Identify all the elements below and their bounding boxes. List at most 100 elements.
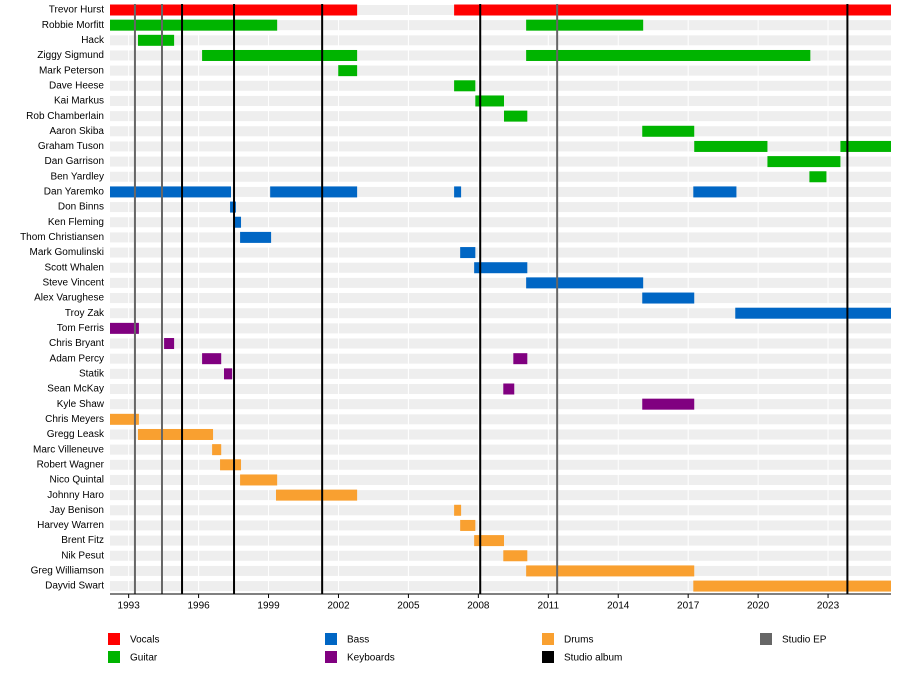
member-name: Gregg Leask bbox=[47, 429, 105, 440]
tenure-bar bbox=[338, 65, 358, 77]
member-name: Tom Ferris bbox=[57, 323, 104, 334]
tenure-bar bbox=[137, 34, 175, 46]
x-tick-label: 2011 bbox=[538, 601, 560, 612]
tenure-bar bbox=[503, 550, 528, 562]
tenure-bar bbox=[240, 474, 278, 486]
row-band bbox=[110, 293, 891, 304]
tenure-bar bbox=[224, 368, 233, 380]
tenure-bar bbox=[694, 140, 768, 152]
x-tick-label: 1999 bbox=[257, 601, 280, 612]
tenure-bar bbox=[110, 322, 139, 334]
member-name: Graham Tuson bbox=[38, 141, 104, 152]
member-name: Greg Williamson bbox=[31, 566, 104, 577]
x-tick-label: 1996 bbox=[187, 601, 210, 612]
tenure-bar bbox=[642, 292, 695, 304]
row-band bbox=[110, 126, 891, 137]
legend-swatch bbox=[325, 651, 337, 663]
member-name: Mark Peterson bbox=[39, 65, 104, 76]
member-name: Trevor Hurst bbox=[49, 5, 104, 16]
member-name: Harvey Warren bbox=[37, 520, 104, 531]
member-name: Statik bbox=[79, 368, 105, 379]
member-name: Ziggy Sigmund bbox=[37, 50, 104, 61]
tenure-bar bbox=[840, 140, 891, 152]
member-name: Jay Benison bbox=[50, 505, 104, 516]
tenure-bar bbox=[110, 186, 231, 198]
tenure-bar bbox=[767, 156, 841, 168]
row-band bbox=[110, 565, 891, 576]
member-name: Sean McKay bbox=[47, 384, 104, 395]
tenure-bar bbox=[735, 307, 891, 319]
tenure-bar bbox=[275, 489, 358, 501]
member-name: Troy Zak bbox=[65, 308, 105, 319]
legend-swatch bbox=[325, 633, 337, 645]
legend-label: Keyboards bbox=[347, 653, 395, 664]
tenure-bar bbox=[202, 49, 358, 61]
tenure-bar bbox=[240, 231, 272, 243]
tenure-bar bbox=[110, 19, 278, 31]
legend-swatch bbox=[760, 633, 772, 645]
member-name: Robbie Morfitt bbox=[42, 20, 104, 31]
member-name: Nico Quintal bbox=[50, 475, 104, 486]
tenure-bar bbox=[693, 580, 891, 592]
tenure-bar bbox=[270, 186, 358, 198]
legend-label: Vocals bbox=[130, 635, 159, 646]
row-band bbox=[110, 156, 891, 167]
member-name: Robert Wagner bbox=[37, 459, 105, 470]
x-tick-label: 1993 bbox=[118, 601, 141, 612]
member-name: Don Binns bbox=[58, 202, 104, 213]
tenure-bar bbox=[454, 186, 462, 198]
tenure-bar bbox=[110, 413, 139, 425]
member-name: Marc Villeneuve bbox=[33, 444, 104, 455]
row-band bbox=[110, 65, 891, 76]
member-name: Alex Varughese bbox=[34, 293, 104, 304]
tenure-bar bbox=[526, 49, 811, 61]
tenure-bar bbox=[454, 504, 462, 516]
row-band bbox=[110, 459, 891, 470]
legend-label: Drums bbox=[564, 635, 593, 646]
tenure-bar bbox=[454, 4, 891, 16]
tenure-bar bbox=[513, 353, 528, 365]
row-band bbox=[110, 35, 891, 46]
tenure-bar bbox=[526, 565, 695, 577]
row-band bbox=[110, 581, 891, 592]
x-tick-label: 2020 bbox=[747, 601, 770, 612]
tenure-bar bbox=[474, 535, 504, 547]
member-name: Nik Pesut bbox=[61, 550, 104, 561]
legend-swatch bbox=[108, 633, 120, 645]
tenure-bar bbox=[642, 125, 695, 137]
row-band bbox=[110, 490, 891, 501]
row-band bbox=[110, 202, 891, 213]
tenure-bar bbox=[212, 444, 222, 456]
legend-swatch bbox=[542, 633, 554, 645]
member-name: Rob Chamberlain bbox=[26, 111, 104, 122]
x-tick-label: 2017 bbox=[677, 601, 700, 612]
tenure-bar bbox=[234, 216, 242, 228]
row-band bbox=[110, 171, 891, 182]
member-name: Hack bbox=[81, 35, 105, 46]
row-band bbox=[110, 550, 891, 561]
tenure-bar bbox=[137, 428, 214, 440]
legend-swatch bbox=[542, 651, 554, 663]
row-band bbox=[110, 141, 891, 152]
member-name: Thom Christiansen bbox=[20, 232, 104, 243]
tenure-bar bbox=[693, 186, 737, 198]
row-band bbox=[110, 429, 891, 440]
member-name: Brent Fitz bbox=[61, 535, 104, 546]
tenure-bar bbox=[164, 338, 175, 350]
member-name: Mark Gomulinski bbox=[30, 247, 104, 258]
member-name: Dayvid Swart bbox=[45, 581, 104, 592]
member-name: Johnny Haro bbox=[47, 490, 104, 501]
legend-swatch bbox=[108, 651, 120, 663]
legend-label: Studio album bbox=[564, 653, 622, 664]
member-name: Scott Whalen bbox=[45, 262, 104, 273]
row-band bbox=[110, 505, 891, 516]
x-tick-label: 2014 bbox=[607, 601, 630, 612]
row-band bbox=[110, 80, 891, 91]
x-tick-label: 2023 bbox=[817, 601, 840, 612]
row-band bbox=[110, 444, 891, 455]
row-band bbox=[110, 277, 891, 288]
tenure-bar bbox=[220, 459, 242, 471]
tenure-bar bbox=[526, 19, 644, 31]
member-name: Steve Vincent bbox=[42, 278, 104, 289]
